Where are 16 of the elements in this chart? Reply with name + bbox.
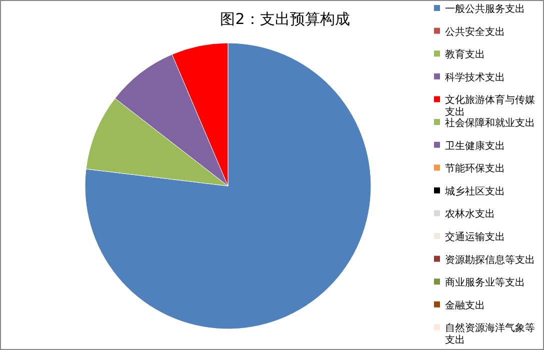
legend-label: 节能环保支出 — [445, 162, 505, 175]
legend-label: 金融支出 — [445, 299, 485, 312]
legend-label: 科学技术支出 — [445, 71, 505, 84]
text: 图2：支出预算构成 — [220, 10, 350, 28]
legend-label: 公共安全支出 — [445, 26, 505, 38]
legend-label: 农林水支出 — [445, 208, 495, 220]
legend-label: 自然资源海洋气象等支出 — [445, 322, 535, 346]
legend-label: 卫生健康支出 — [445, 140, 505, 152]
legend-label: 资源勘探信息等支出 — [445, 254, 535, 266]
legend-label: 一般公共服务支出 — [445, 3, 525, 15]
legend-label: 城乡社区支出 — [444, 185, 505, 198]
legend-label: 商业服务业等支出 — [445, 276, 525, 289]
legend-label: 教育支出 — [445, 48, 485, 61]
legend-label: 文化旅游体育与传媒支出 — [445, 94, 535, 118]
legend-label: 交通运输支出 — [445, 231, 505, 243]
legend-label: 社会保障和就业支出 — [445, 117, 535, 129]
